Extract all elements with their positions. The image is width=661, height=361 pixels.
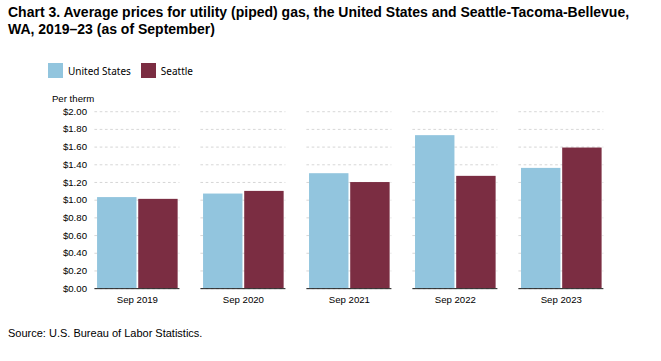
html-text:Source: U.S. Bureau of Labor S: Source: U.S. Bureau of Labor Statistics. xyxy=(8,327,203,339)
html-text:Seattle: Seattle xyxy=(160,63,193,78)
svg-text:Per therm: Per therm xyxy=(52,93,94,104)
svg-text:$0.60: $0.60 xyxy=(63,230,87,241)
svg-text:$1.00: $1.00 xyxy=(63,194,87,205)
svg-text:$1.40: $1.40 xyxy=(63,159,87,170)
svg-text:$0.20: $0.20 xyxy=(63,265,87,276)
html-text:United States: United States xyxy=(68,63,131,78)
svg-text:$2.00: $2.00 xyxy=(63,106,87,117)
svg-text:$0.80: $0.80 xyxy=(63,212,87,223)
svg-text:Sep 2022: Sep 2022 xyxy=(435,294,476,305)
svg-text:Sep 2023: Sep 2023 xyxy=(541,294,582,305)
svg-text:Sep 2021: Sep 2021 xyxy=(329,294,370,305)
svg-text:Sep 2020: Sep 2020 xyxy=(223,294,264,305)
svg-text:$1.80: $1.80 xyxy=(63,123,87,134)
svg-text:$0.00: $0.00 xyxy=(63,283,87,294)
svg-text:Sep 2019: Sep 2019 xyxy=(117,294,158,305)
svg-text:$0.40: $0.40 xyxy=(63,247,87,258)
svg-text:$1.60: $1.60 xyxy=(63,141,87,152)
html-text:Chart 3. Average prices for ut: Chart 3. Average prices for utility (pip… xyxy=(8,4,630,37)
svg-text:$1.20: $1.20 xyxy=(63,177,87,188)
